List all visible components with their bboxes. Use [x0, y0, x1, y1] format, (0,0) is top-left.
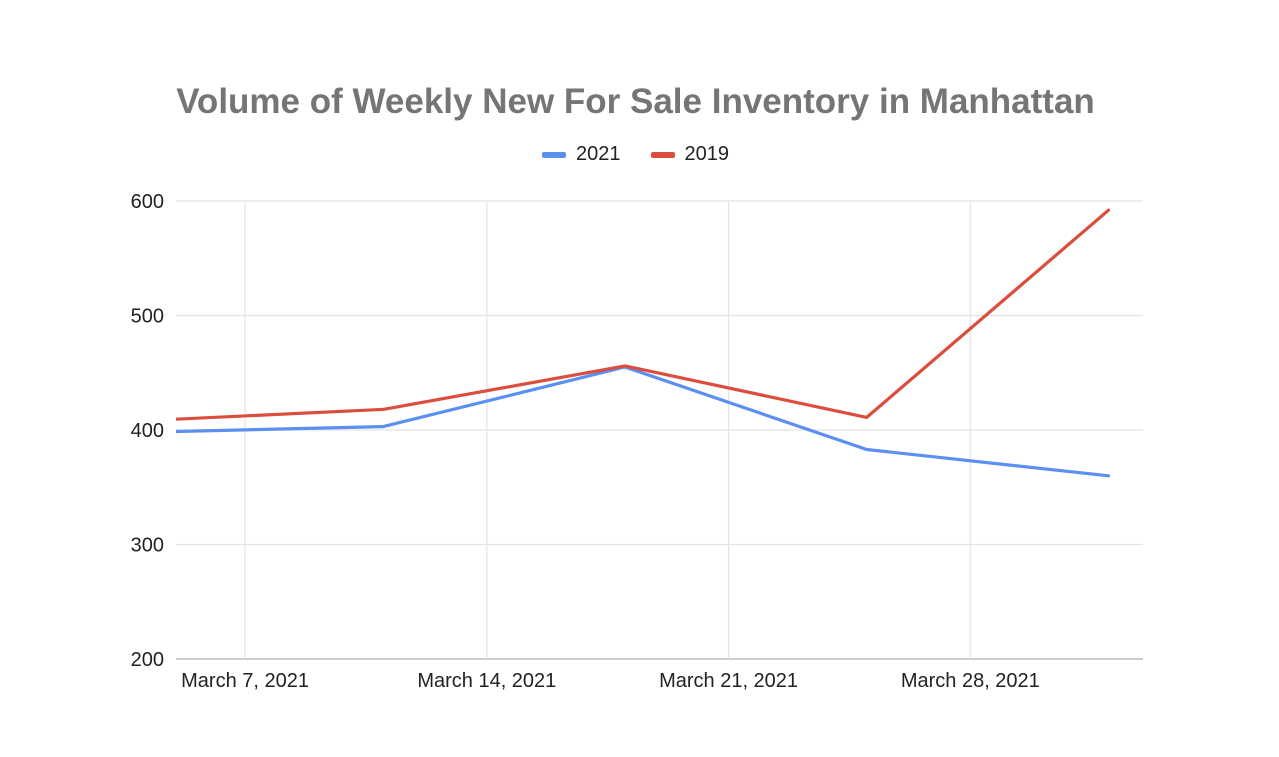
series-line-2021: [176, 365, 1111, 478]
legend-swatch-2019: [650, 151, 675, 158]
legend-item-2021[interactable]: 2021: [542, 143, 621, 166]
legend-label-2021: 2021: [576, 143, 621, 165]
chart-title: Volume of Weekly New For Sale Inventory …: [176, 82, 1095, 121]
y-tick-label-400: 400: [131, 420, 164, 442]
y-tick-label-200: 200: [131, 649, 164, 671]
legend-swatch-2021: [542, 151, 566, 158]
y-tick-label-300: 300: [131, 535, 164, 557]
x-tick-label-3: March 28, 2021: [901, 670, 1040, 692]
legend-item-2019[interactable]: 2019: [650, 143, 730, 166]
y-tick-label-600: 600: [131, 191, 164, 213]
chart-legend: 2021 2019: [0, 143, 1271, 166]
series-line-2019: [176, 208, 1111, 421]
x-tick-label-0: March 7, 2021: [181, 670, 309, 692]
x-tick-label-2: March 21, 2021: [659, 670, 798, 692]
x-tick-label-1: March 14, 2021: [417, 670, 556, 692]
legend-label-2019: 2019: [684, 143, 730, 165]
y-tick-label-500: 500: [131, 306, 164, 328]
